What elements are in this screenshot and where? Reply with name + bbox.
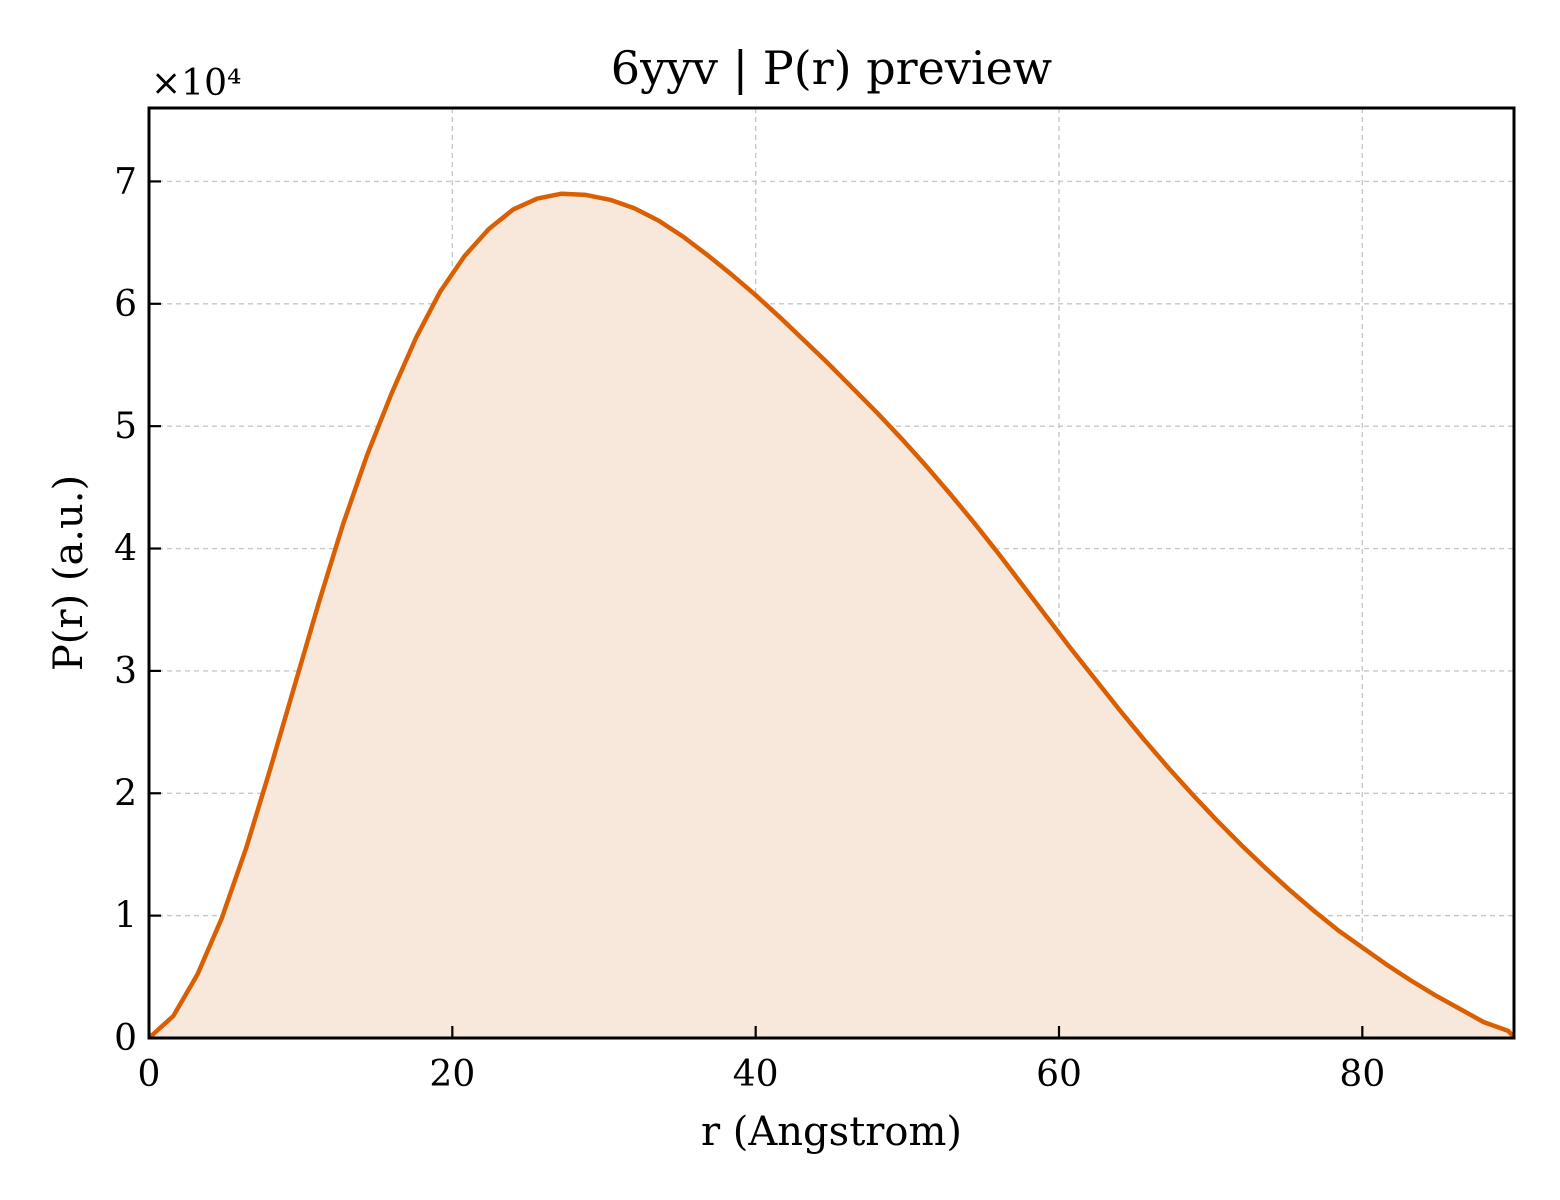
y-tick-label: 3 (114, 651, 137, 692)
y-tick-label: 5 (114, 406, 137, 447)
x-tick-label: 80 (1339, 1054, 1385, 1095)
x-tick-label: 40 (733, 1054, 779, 1095)
y-tick-label: 4 (114, 529, 137, 570)
y-axis-multiplier: ×10⁴ (151, 63, 241, 104)
plot-frame (147, 106, 1516, 1040)
y-tick-label: 7 (114, 161, 137, 202)
x-tick-label: 60 (1036, 1054, 1082, 1095)
y-tick-label: 6 (114, 284, 137, 325)
x-tick-label: 20 (429, 1054, 475, 1095)
pr-area-fill (149, 193, 1514, 1038)
x-axis-label: r (Angstrom) (701, 1109, 962, 1155)
x-tick-label: 0 (138, 1054, 161, 1095)
y-tick-label: 0 (114, 1018, 137, 1059)
chart-title: 6yyv | P(r) preview (611, 41, 1052, 95)
y-tick-label: 1 (114, 896, 137, 937)
axis-ticks: 0 20 40 60 80 0 1 2 3 4 5 6 7 (114, 161, 1385, 1095)
y-tick-label: 2 (114, 773, 137, 814)
pr-series-line (147, 191, 1516, 1040)
y-axis-label: P(r) (a.u.) (46, 475, 92, 671)
